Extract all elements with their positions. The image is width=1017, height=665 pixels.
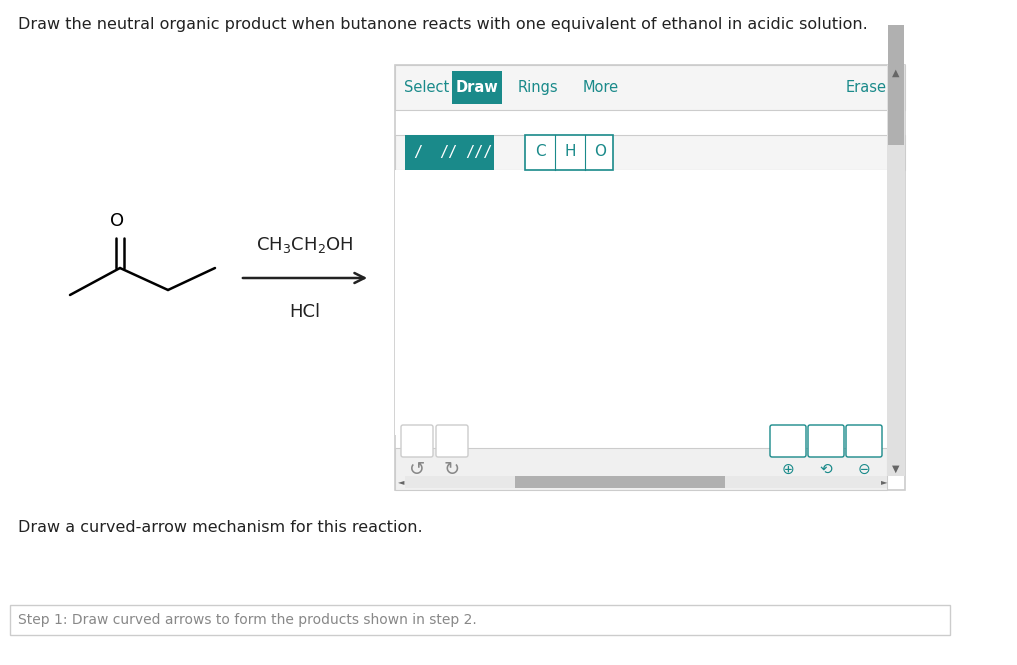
- Text: ►: ►: [881, 477, 887, 487]
- FancyBboxPatch shape: [401, 425, 433, 457]
- Text: ⊕: ⊕: [782, 462, 794, 477]
- Text: Select: Select: [405, 80, 450, 95]
- FancyBboxPatch shape: [405, 134, 494, 170]
- Text: Draw: Draw: [456, 80, 498, 95]
- Text: O: O: [110, 212, 124, 230]
- FancyBboxPatch shape: [405, 476, 887, 488]
- Text: Step 1: Draw curved arrows to form the products shown in step 2.: Step 1: Draw curved arrows to form the p…: [18, 613, 477, 627]
- Text: ///: ///: [466, 144, 492, 160]
- Text: C: C: [535, 144, 545, 160]
- Text: ⊖: ⊖: [857, 462, 871, 477]
- Text: H: H: [564, 144, 576, 160]
- FancyBboxPatch shape: [395, 65, 905, 490]
- Text: /: /: [414, 144, 422, 160]
- Text: ⟲: ⟲: [820, 462, 832, 477]
- Text: ↺: ↺: [409, 460, 425, 479]
- FancyBboxPatch shape: [525, 134, 613, 170]
- Text: ◄: ◄: [398, 477, 404, 487]
- FancyBboxPatch shape: [395, 65, 905, 110]
- FancyBboxPatch shape: [515, 476, 725, 488]
- Text: HCl: HCl: [290, 303, 320, 321]
- FancyBboxPatch shape: [887, 65, 905, 476]
- Text: ▲: ▲: [892, 68, 900, 78]
- FancyBboxPatch shape: [395, 448, 887, 490]
- FancyBboxPatch shape: [888, 25, 904, 145]
- Text: Draw the neutral organic product when butanone reacts with one equivalent of eth: Draw the neutral organic product when bu…: [18, 17, 868, 32]
- FancyBboxPatch shape: [10, 605, 950, 635]
- Text: //: //: [439, 144, 457, 160]
- FancyBboxPatch shape: [770, 425, 806, 457]
- FancyBboxPatch shape: [395, 134, 905, 170]
- Text: ↻: ↻: [443, 460, 460, 479]
- Text: More: More: [583, 80, 619, 95]
- Text: ▼: ▼: [892, 464, 900, 474]
- FancyBboxPatch shape: [452, 71, 502, 104]
- FancyBboxPatch shape: [436, 425, 468, 457]
- Text: CH$_3$CH$_2$OH: CH$_3$CH$_2$OH: [256, 235, 354, 255]
- Text: O: O: [594, 144, 606, 160]
- FancyBboxPatch shape: [846, 425, 882, 457]
- Text: Erase: Erase: [845, 80, 887, 95]
- FancyBboxPatch shape: [395, 170, 887, 435]
- FancyBboxPatch shape: [807, 425, 844, 457]
- Text: Rings: Rings: [518, 80, 558, 95]
- Text: Draw a curved-arrow mechanism for this reaction.: Draw a curved-arrow mechanism for this r…: [18, 520, 423, 535]
